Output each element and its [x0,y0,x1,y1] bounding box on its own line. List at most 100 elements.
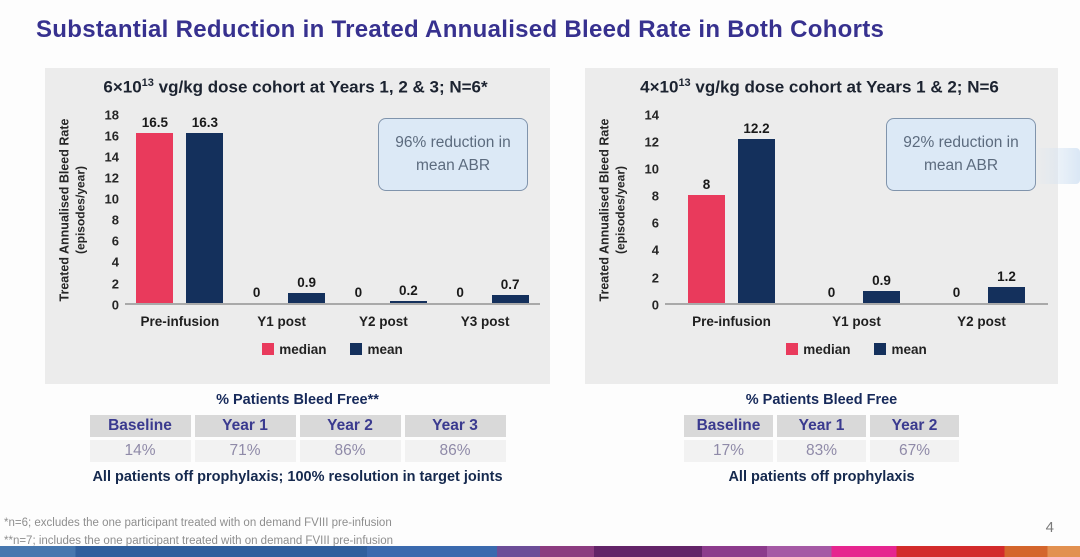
legend-item-mean: mean [350,341,403,357]
y-axis-title-line2: (episodes/year) [613,165,628,254]
mean-swatch-icon [350,343,363,356]
median-bar-wrap: 0 [938,115,975,303]
y-axis-tick: 14 [644,107,659,123]
x-axis-category-label: Pre-infusion [692,313,771,329]
table-header-cell: Year 2 [299,415,401,437]
mean-bar-wrap: 0.9 [863,115,900,303]
y-axis-title: Treated Annualised Bleed Rate (episodes/… [591,115,635,305]
mean-bar [988,286,1025,303]
y-axis-tick: 6 [111,233,119,249]
y-axis-tick: 4 [111,254,119,270]
y-axis-tick: 10 [644,161,659,177]
y-axis-tick: 14 [104,149,119,165]
chart-title-rest: vg/kg dose cohort at Years 1, 2 & 3; N=6… [153,77,488,97]
bar-value-label: 0 [456,284,464,300]
y-axis-ticks: 0 2 4 6 8 10 12 14 16 18 [95,107,125,312]
table-row: Baseline Year 1 Year 2 Year 3 [89,415,506,437]
legend-label: median [803,341,851,357]
x-axis-category-label: Y3 post [460,313,510,329]
median-bar-wrap: 0 [340,115,377,303]
chart-legend: median mean [665,342,1048,357]
chart-title: 6×1013 vg/kg dose cohort at Years 1, 2 &… [51,77,540,98]
page-title: Substantial Reduction in Treated Annuali… [36,16,885,43]
bar-value-label: 16.3 [191,114,219,130]
table-value-cell: 86% [404,440,506,462]
mean-bar-wrap: 0.9 [288,115,326,303]
y-axis-tick: 16 [104,128,119,144]
two-cohort-columns: 6×1013 vg/kg dose cohort at Years 1, 2 &… [45,68,1080,485]
plot-area: 8 12.2 0 0.9 0 1.2 [665,115,1048,305]
bleed-free-table: Baseline Year 1 Year 2 17% 83% 67% [680,412,963,465]
table-title: % Patients Bleed Free** [216,392,379,408]
reduction-callout: 96% reduction in mean ABR [378,118,528,191]
bar-group: 0 0.9 [794,115,919,303]
x-axis-category-label: Y1 post [257,313,306,329]
legend-label: mean [891,341,927,357]
bar-value-label: 0 [252,284,261,300]
y-axis-title: Treated Annualised Bleed Rate (episodes/… [51,115,95,305]
bleed-free-table: Baseline Year 1 Year 2 Year 3 14% 71% 86… [86,412,510,465]
median-bar-wrap: 0 [813,115,850,303]
mean-bar-wrap: 12.2 [738,115,775,303]
bar-group: 16.5 16.3 [129,115,231,303]
mean-bar [491,295,529,303]
legend-label: median [279,341,327,357]
y-axis-tick: 0 [651,297,659,313]
chart-title-base: 6×10 [103,77,142,97]
bar-value-label: 0.9 [297,275,317,291]
median-bar [688,195,725,303]
x-axis-categories: Pre-infusion Y1 post Y2 post Y3 post [125,314,540,329]
chart-title-exponent: 13 [141,77,154,89]
chart-title-rest: vg/kg dose cohort at Years 1 & 2; N=6 [690,77,999,97]
y-axis-tick: 10 [104,191,119,207]
plot-area: 16.5 16.3 0 0.9 0 0.2 0 0.7 [125,115,540,305]
table-value-cell: 17% [684,440,773,462]
decorative-gradient-bar [0,546,1080,557]
table-header-cell: Baseline [684,415,773,437]
mean-bar-wrap: 0.7 [491,115,529,303]
table-header-cell: Year 2 [870,415,959,437]
table-value-cell: 14% [89,440,191,462]
reduction-callout: 92% reduction in mean ABR [886,118,1036,191]
table-title: % Patients Bleed Free [745,392,898,408]
bar-value-label: 0.9 [872,272,891,288]
chart-title: 4×1013 vg/kg dose cohort at Years 1 & 2;… [591,77,1048,98]
chart-legend: median mean [125,342,540,357]
median-bar-wrap: 0 [442,115,479,303]
y-axis-tick: 6 [651,215,659,231]
table-row: Baseline Year 1 Year 2 [684,415,959,437]
legend-item-mean: mean [874,341,927,357]
mean-bar [288,293,326,303]
table-header-cell: Year 1 [194,415,296,437]
chart-title-base: 4×10 [640,77,679,97]
footnote-2: **n=7; includes the one participant trea… [4,534,394,547]
x-axis-category-label: Pre-infusion [140,313,220,329]
chart-title-exponent: 13 [678,77,691,89]
mean-bar [389,300,427,303]
bar-value-label: 8 [702,177,711,193]
cohort-column-6e13: 6×1013 vg/kg dose cohort at Years 1, 2 &… [45,68,550,485]
bar-group: 0 1.2 [919,115,1044,303]
legend-label: mean [367,341,403,357]
legend-item-median: median [262,342,326,357]
prophylaxis-note: All patients off prophylaxis [728,469,915,485]
mean-bar [186,132,224,303]
mean-bar [863,290,900,303]
table-value-cell: 67% [870,440,959,462]
footnotes: *n=6; excludes the one participant treat… [4,515,393,551]
bar-value-label: 0.7 [500,277,520,293]
x-axis-category-label: Y2 post [358,313,408,329]
x-axis-category-label: Y1 post [832,313,881,329]
bar-value-label: 1.2 [997,268,1016,284]
y-axis-tick: 12 [104,170,119,186]
y-axis-tick: 0 [111,297,119,313]
bar-group: 0 0.7 [434,115,536,303]
y-axis-tick: 12 [644,134,659,150]
y-axis-tick: 2 [111,276,119,292]
bleed-free-table-block: % Patients Bleed Free** Baseline Year 1 … [45,392,550,485]
median-bar-wrap: 16.5 [136,115,174,303]
median-bar [136,132,174,303]
median-swatch-icon [262,343,275,356]
reduction-callout-text: 96% reduction in mean ABR [395,134,511,175]
